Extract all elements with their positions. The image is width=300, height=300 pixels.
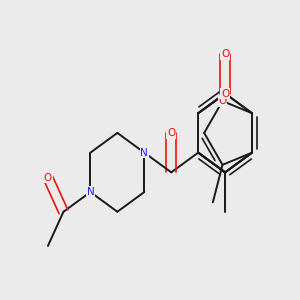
Text: O: O: [221, 88, 229, 98]
Text: O: O: [44, 172, 52, 183]
Text: O: O: [218, 96, 226, 106]
Text: N: N: [86, 187, 94, 197]
Text: N: N: [140, 148, 148, 158]
Text: O: O: [167, 128, 176, 138]
Text: O: O: [221, 49, 229, 59]
